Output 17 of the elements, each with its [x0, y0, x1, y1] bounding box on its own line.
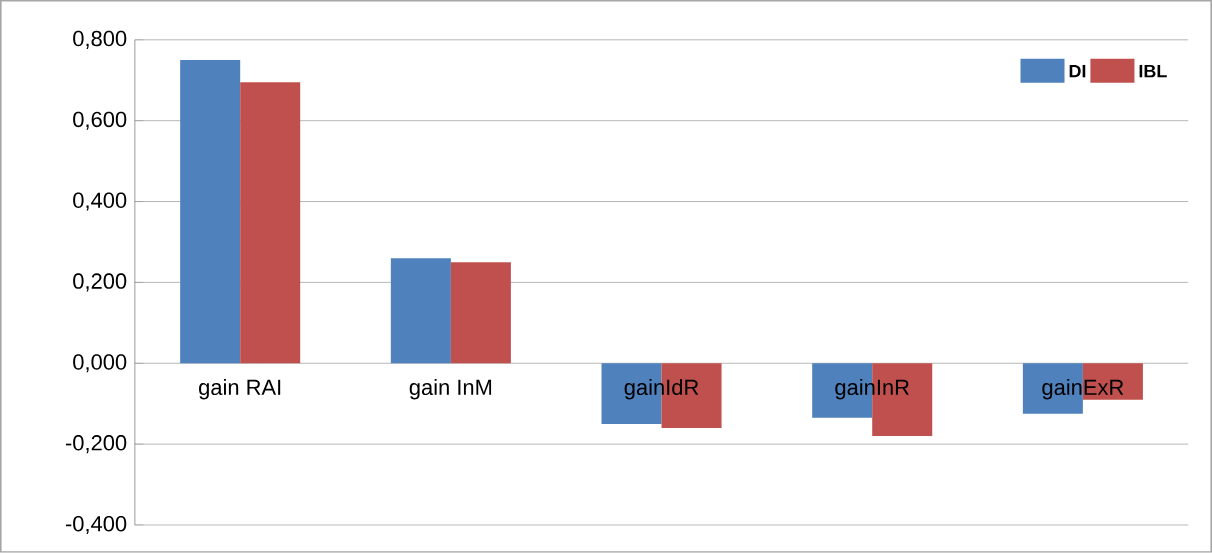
- y-tick-label: 0,000: [73, 354, 127, 373]
- legend-label: IBL: [1139, 65, 1167, 78]
- y-tick-label: -0,400: [65, 516, 127, 535]
- bar: [180, 60, 241, 364]
- y-tick-label: 0,600: [73, 111, 127, 130]
- x-tick-label: gain InM: [409, 379, 492, 400]
- x-tick-label: gainIdR: [624, 379, 699, 400]
- y-tick-label: -0,200: [65, 435, 127, 454]
- legend-label: DI: [1069, 65, 1086, 78]
- x-tick-label: gain RAI: [199, 379, 281, 400]
- bar: [450, 262, 511, 364]
- y-tick-label: 0,400: [73, 192, 127, 211]
- y-tick-label: 0,800: [73, 30, 127, 49]
- bar: [390, 258, 451, 364]
- bar: [240, 82, 301, 364]
- x-tick-label: gainInR: [835, 379, 909, 400]
- y-tick-label: 0,200: [73, 273, 127, 292]
